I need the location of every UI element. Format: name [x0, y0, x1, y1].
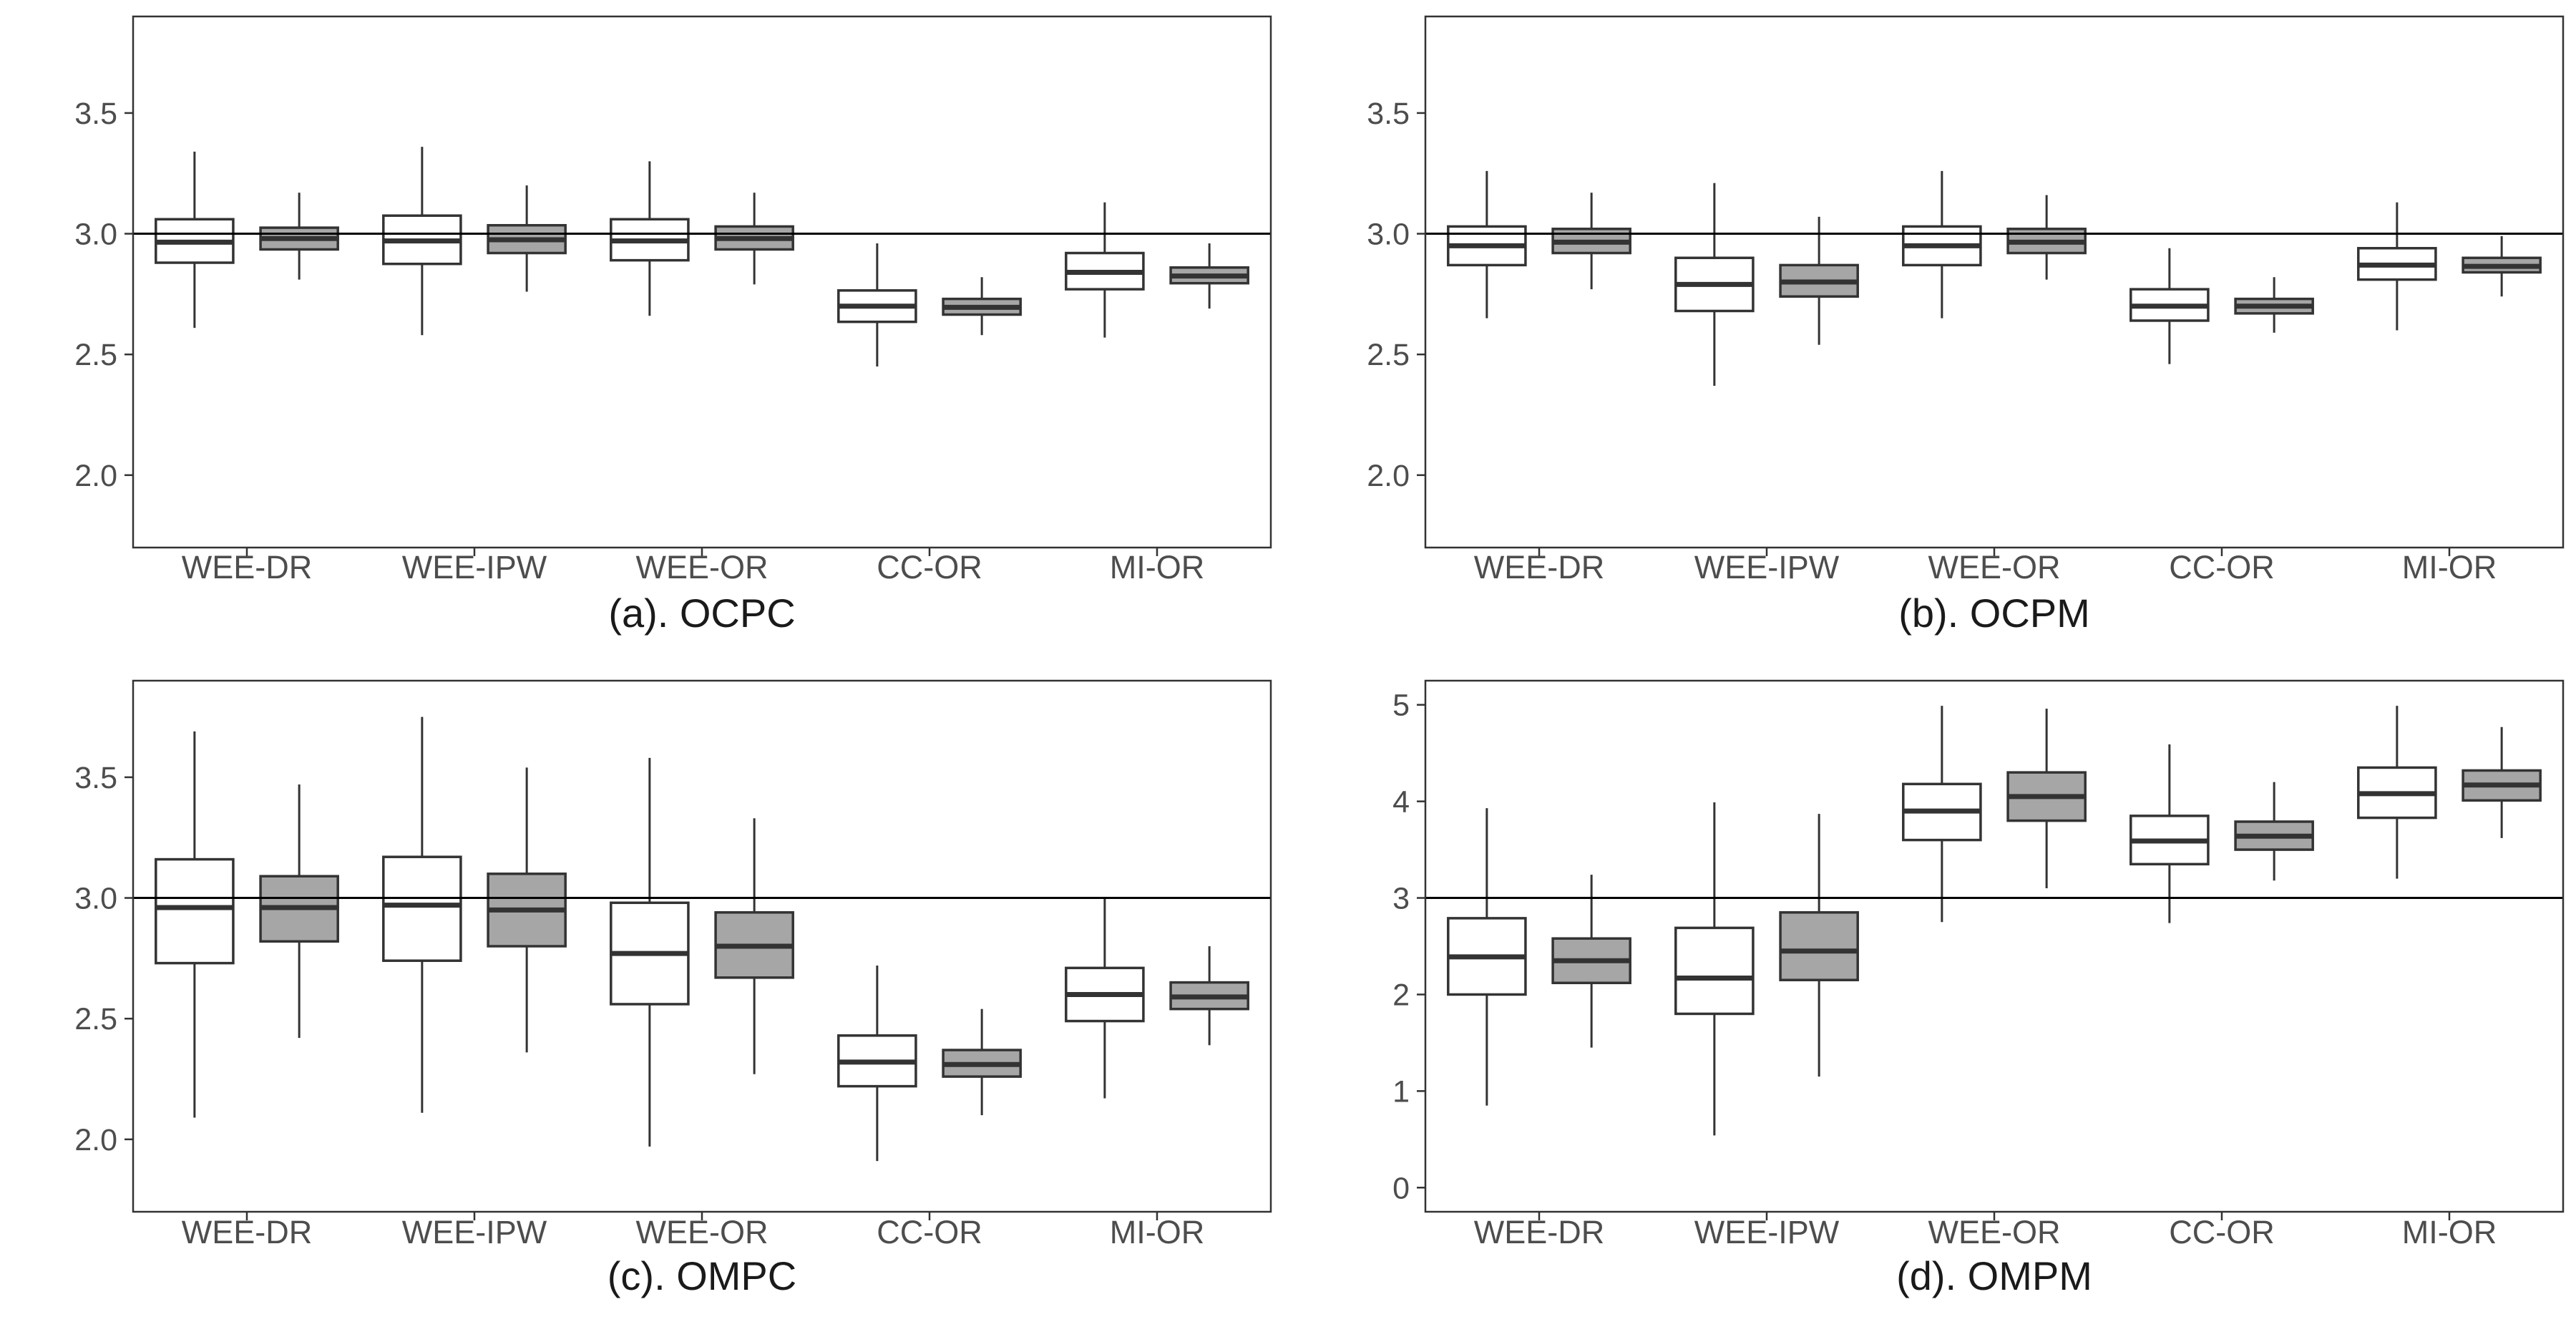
x-tick-label: WEE-DR	[182, 1214, 312, 1250]
panel-3: 2.0 2.5 3.0 3.5 WEE-DR WEE-IPW WEE-OR CC-OR MI-O…	[74, 679, 1272, 1298]
box-grey-WEE-IPW	[487, 185, 567, 292]
box-iqr	[155, 857, 235, 965]
box-iqr	[1779, 911, 1859, 981]
box-white-CC-OR	[837, 243, 917, 367]
y-tick-label: 2.5	[74, 338, 117, 372]
box-grey-CC-OR	[2234, 277, 2314, 333]
box-grey-WEE-DR	[1551, 875, 1631, 1048]
box-grey-WEE-DR	[259, 784, 339, 1039]
x-tick-label: CC-OR	[2169, 1214, 2274, 1250]
box-white-WEE-OR	[610, 161, 690, 316]
box-grey-MI-OR	[2462, 726, 2542, 838]
box-white-MI-OR	[2357, 202, 2437, 331]
box-white-WEE-IPW	[1674, 802, 1755, 1136]
panel-1: 2.0 2.5 3.0 3.5 WEE-DR WEE-IPW WEE-OR CC-OR MI-O…	[74, 15, 1272, 636]
box-white-WEE-IPW	[382, 147, 462, 336]
box-white-CC-OR	[2129, 248, 2210, 364]
box-white-WEE-DR	[155, 731, 235, 1118]
x-tick-label: WEE-IPW	[402, 549, 547, 585]
y-tick-label: 0	[1392, 1171, 1410, 1205]
box-grey-CC-OR	[942, 277, 1022, 336]
panel-caption: (d). OMPM	[1896, 1253, 2092, 1298]
box-grey-WEE-OR	[714, 193, 794, 285]
box-grey-WEE-OR	[2006, 709, 2087, 889]
box-grey-CC-OR	[2234, 782, 2314, 881]
box-grey-MI-OR	[1169, 243, 1249, 309]
box-grey-WEE-DR	[259, 193, 339, 280]
plot-background	[133, 681, 1271, 1212]
box-grey-MI-OR	[1169, 946, 1249, 1046]
x-tick-label: MI-OR	[2402, 1214, 2497, 1250]
box-grey-WEE-OR	[714, 818, 794, 1074]
y-tick-label: 3.5	[1367, 97, 1410, 131]
box-white-MI-OR	[1065, 202, 1145, 338]
box-white-MI-OR	[1065, 898, 1145, 1099]
x-tick-label: WEE-OR	[636, 1214, 769, 1250]
box-white-WEE-DR	[1447, 808, 1527, 1106]
box-grey-CC-OR	[942, 1008, 1022, 1116]
box-grey-WEE-IPW	[487, 767, 567, 1053]
x-tick-label: WEE-OR	[1928, 549, 2061, 585]
y-tick-label: 3	[1392, 882, 1410, 916]
y-tick-label: 1	[1392, 1074, 1410, 1109]
x-tick-label: WEE-IPW	[1694, 549, 1840, 585]
box-white-WEE-IPW	[382, 716, 462, 1113]
x-tick-label: WEE-DR	[1474, 1214, 1604, 1250]
box-white-WEE-OR	[610, 757, 690, 1147]
x-tick-label: CC-OR	[877, 1214, 982, 1250]
box-iqr	[382, 855, 462, 962]
x-tick-label: MI-OR	[1110, 1214, 1204, 1250]
panel-border	[132, 15, 1272, 549]
y-tick-label: 2.0	[1367, 459, 1410, 493]
box-grey-MI-OR	[2462, 235, 2542, 297]
box-white-WEE-OR	[1902, 706, 1982, 923]
x-tick-label: WEE-OR	[1928, 1214, 2061, 1250]
x-tick-label: WEE-IPW	[1694, 1214, 1840, 1250]
y-tick-label: 2.0	[74, 1123, 117, 1157]
y-tick-label: 2.5	[74, 1002, 117, 1036]
box-white-CC-OR	[837, 965, 917, 1162]
y-tick-label: 2	[1392, 978, 1410, 1012]
panel-caption: (c). OMPC	[608, 1253, 796, 1298]
x-tick-label: MI-OR	[1110, 549, 1204, 585]
box-iqr	[1674, 926, 1755, 1016]
y-tick-label: 3.0	[74, 882, 117, 916]
x-tick-label: MI-OR	[2402, 549, 2497, 585]
y-tick-label: 3.5	[74, 97, 117, 131]
x-tick-label: WEE-DR	[1474, 549, 1604, 585]
panel-caption: (a). OCPC	[608, 590, 795, 636]
y-tick-label: 4	[1392, 785, 1410, 820]
box-white-WEE-DR	[155, 151, 235, 329]
panel-border	[1424, 15, 2565, 549]
y-tick-label: 3.5	[74, 761, 117, 795]
box-white-WEE-IPW	[1674, 183, 1755, 387]
y-tick-label: 5	[1392, 689, 1410, 723]
x-tick-label: WEE-DR	[182, 549, 312, 585]
panel-4: 0 1 2 3 4 5 WEE-DR WEE-IPW WEE-OR CC-OR MI-OR (d). …	[1392, 679, 2565, 1298]
plot-background	[1425, 16, 2563, 548]
box-white-MI-OR	[2357, 706, 2437, 879]
panel-caption: (b). OCPM	[1898, 590, 2090, 636]
box-grey-WEE-IPW	[1779, 216, 1859, 345]
x-tick-label: CC-OR	[877, 549, 982, 585]
y-tick-label: 2.5	[1367, 338, 1410, 372]
x-tick-label: CC-OR	[2169, 549, 2274, 585]
x-tick-label: WEE-OR	[636, 549, 769, 585]
y-tick-label: 2.0	[74, 459, 117, 493]
box-grey-WEE-IPW	[1779, 814, 1859, 1077]
panel-border	[132, 679, 1272, 1213]
y-tick-label: 3.0	[74, 218, 117, 252]
box-white-CC-OR	[2129, 744, 2210, 923]
panel-2: 2.0 2.5 3.0 3.5 WEE-DR WEE-IPW WEE-OR CC-OR MI-O…	[1367, 15, 2565, 636]
x-tick-label: WEE-IPW	[402, 1214, 547, 1250]
panel-border	[1424, 679, 2565, 1213]
y-tick-label: 3.0	[1367, 218, 1410, 252]
